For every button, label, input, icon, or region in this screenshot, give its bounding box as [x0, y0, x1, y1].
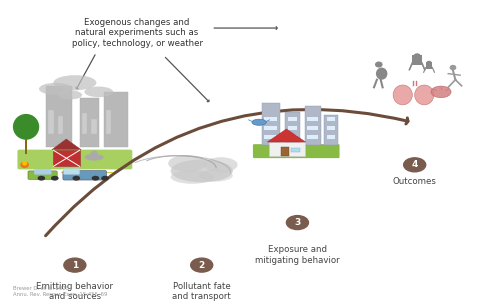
FancyBboxPatch shape [63, 169, 80, 175]
Circle shape [191, 258, 213, 272]
FancyBboxPatch shape [305, 106, 322, 145]
FancyBboxPatch shape [48, 110, 54, 134]
FancyBboxPatch shape [264, 117, 277, 121]
Text: Pollutant fate
and transport: Pollutant fate and transport [172, 282, 231, 301]
Circle shape [37, 176, 45, 181]
FancyBboxPatch shape [80, 98, 99, 146]
Ellipse shape [90, 150, 97, 156]
FancyBboxPatch shape [24, 133, 27, 154]
FancyBboxPatch shape [326, 117, 335, 121]
Ellipse shape [252, 119, 266, 125]
Ellipse shape [168, 155, 206, 172]
Text: 3: 3 [294, 218, 300, 227]
FancyBboxPatch shape [269, 142, 305, 156]
FancyBboxPatch shape [91, 119, 97, 134]
Ellipse shape [199, 169, 233, 181]
FancyBboxPatch shape [253, 144, 339, 158]
FancyBboxPatch shape [326, 135, 335, 139]
FancyBboxPatch shape [104, 92, 128, 146]
FancyBboxPatch shape [82, 113, 87, 134]
Text: Emitting behavior
and sources: Emitting behavior and sources [36, 282, 113, 301]
Ellipse shape [450, 65, 456, 70]
Ellipse shape [84, 87, 113, 97]
FancyBboxPatch shape [426, 62, 432, 69]
FancyBboxPatch shape [17, 150, 132, 169]
Text: Exogenous changes and
natural experiments such as
policy, technology, or weather: Exogenous changes and natural experiment… [72, 18, 203, 48]
FancyBboxPatch shape [288, 126, 297, 130]
Polygon shape [267, 129, 306, 142]
FancyBboxPatch shape [264, 126, 277, 130]
Circle shape [404, 158, 426, 172]
Text: Brewer D, et al. 2023
Annu. Rev. Resour. Econ. 15:455–69: Brewer D, et al. 2023 Annu. Rev. Resour.… [12, 286, 107, 297]
FancyBboxPatch shape [324, 115, 338, 145]
Ellipse shape [204, 157, 238, 173]
Circle shape [92, 176, 99, 181]
FancyBboxPatch shape [308, 135, 319, 139]
FancyBboxPatch shape [286, 112, 300, 145]
Ellipse shape [13, 114, 39, 140]
Ellipse shape [170, 170, 214, 184]
FancyBboxPatch shape [46, 86, 72, 146]
Circle shape [51, 176, 59, 181]
Ellipse shape [53, 75, 96, 90]
Circle shape [101, 176, 109, 181]
Polygon shape [52, 139, 81, 150]
FancyBboxPatch shape [281, 147, 289, 156]
Ellipse shape [39, 83, 72, 95]
FancyBboxPatch shape [63, 171, 107, 180]
Circle shape [287, 216, 309, 230]
Ellipse shape [20, 161, 29, 168]
Ellipse shape [84, 154, 104, 161]
Text: 2: 2 [199, 261, 205, 270]
Ellipse shape [393, 85, 412, 105]
Text: 4: 4 [411, 160, 418, 169]
FancyBboxPatch shape [34, 169, 51, 175]
Text: Exposure and
mitigating behavior: Exposure and mitigating behavior [255, 245, 340, 265]
FancyBboxPatch shape [288, 135, 297, 139]
FancyBboxPatch shape [262, 103, 280, 145]
Circle shape [64, 258, 86, 272]
Circle shape [72, 176, 80, 181]
FancyBboxPatch shape [308, 126, 319, 130]
Ellipse shape [413, 53, 421, 59]
FancyBboxPatch shape [53, 150, 80, 166]
FancyBboxPatch shape [58, 116, 63, 134]
Text: Outcomes: Outcomes [393, 177, 437, 186]
Ellipse shape [58, 90, 82, 99]
Ellipse shape [170, 160, 233, 182]
Ellipse shape [22, 161, 27, 165]
Ellipse shape [376, 68, 387, 80]
FancyBboxPatch shape [264, 135, 277, 139]
FancyBboxPatch shape [106, 110, 111, 134]
Ellipse shape [426, 61, 432, 65]
FancyBboxPatch shape [291, 148, 300, 152]
FancyBboxPatch shape [288, 117, 297, 121]
Ellipse shape [431, 86, 451, 98]
FancyBboxPatch shape [326, 126, 335, 130]
FancyBboxPatch shape [308, 117, 319, 121]
FancyBboxPatch shape [28, 171, 57, 179]
Ellipse shape [415, 85, 434, 105]
FancyBboxPatch shape [412, 55, 422, 64]
Ellipse shape [375, 61, 383, 68]
Text: 1: 1 [72, 261, 78, 270]
